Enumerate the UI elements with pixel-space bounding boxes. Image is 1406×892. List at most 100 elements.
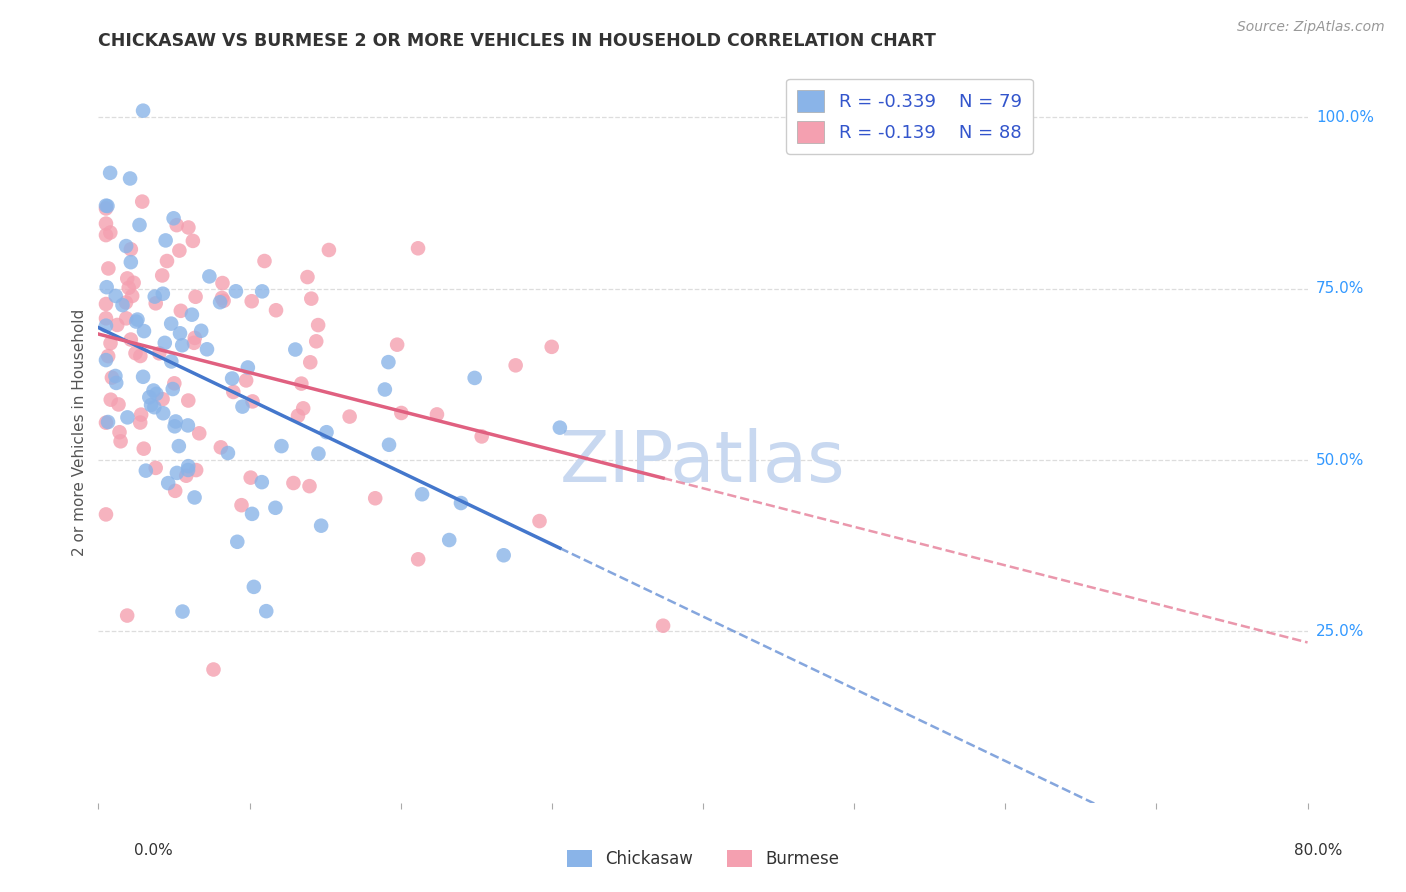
Point	[177, 463, 200, 477]
Point	[163, 419, 186, 434]
Point	[157, 476, 180, 491]
Point	[124, 346, 146, 360]
Point	[145, 386, 167, 401]
Point	[492, 548, 515, 562]
Point	[439, 533, 461, 547]
Point	[198, 269, 221, 284]
Point	[145, 461, 167, 475]
Point	[242, 394, 264, 409]
Point	[125, 315, 148, 329]
Point	[115, 295, 138, 310]
Point	[167, 439, 190, 453]
Point	[299, 355, 322, 369]
Legend: Chickasaw, Burmese: Chickasaw, Burmese	[561, 843, 845, 875]
Point	[529, 514, 551, 528]
Point	[120, 255, 142, 269]
Point	[190, 324, 212, 338]
Point	[139, 398, 162, 412]
Point	[94, 228, 117, 243]
Point	[94, 199, 117, 213]
Point	[174, 468, 197, 483]
Point	[100, 392, 122, 407]
Point	[231, 498, 253, 512]
Point	[104, 369, 127, 384]
Point	[181, 308, 204, 322]
Point	[364, 491, 387, 506]
Point	[169, 326, 191, 341]
Point	[94, 311, 117, 326]
Point	[378, 438, 401, 452]
Point	[152, 392, 174, 406]
Point	[243, 580, 266, 594]
Point	[104, 289, 127, 303]
Point	[129, 416, 152, 430]
Point	[540, 340, 562, 354]
Point	[121, 289, 143, 303]
Point	[152, 286, 174, 301]
Point	[374, 383, 396, 397]
Point	[94, 217, 117, 231]
Point	[250, 475, 273, 490]
Text: CHICKASAW VS BURMESE 2 OR MORE VEHICLES IN HOUSEHOLD CORRELATION CHART: CHICKASAW VS BURMESE 2 OR MORE VEHICLES …	[98, 32, 936, 50]
Point	[138, 390, 160, 404]
Text: 0.0%: 0.0%	[134, 843, 173, 858]
Text: Source: ZipAtlas.com: Source: ZipAtlas.com	[1237, 20, 1385, 34]
Point	[131, 194, 153, 209]
Point	[389, 406, 412, 420]
Point	[143, 401, 166, 415]
Point	[120, 171, 142, 186]
Point	[94, 318, 117, 333]
Point	[202, 663, 225, 677]
Point	[162, 211, 184, 226]
Point	[339, 409, 361, 424]
Point	[283, 476, 305, 491]
Point	[98, 226, 121, 240]
Point	[135, 464, 157, 478]
Point	[298, 479, 321, 493]
Point	[143, 290, 166, 304]
Text: 80.0%: 80.0%	[1295, 843, 1343, 858]
Point	[184, 331, 207, 345]
Point	[120, 333, 142, 347]
Point	[117, 410, 139, 425]
Point	[177, 418, 200, 433]
Text: 75.0%: 75.0%	[1316, 281, 1364, 296]
Point	[406, 552, 429, 566]
Point	[411, 487, 433, 501]
Point	[231, 400, 253, 414]
Point	[94, 353, 117, 368]
Point	[377, 355, 399, 369]
Point	[148, 346, 170, 360]
Point	[170, 303, 193, 318]
Point	[96, 280, 118, 294]
Point	[292, 401, 315, 416]
Point	[100, 336, 122, 351]
Point	[406, 241, 429, 255]
Point	[166, 466, 188, 480]
Point	[169, 244, 191, 258]
Point	[118, 281, 141, 295]
Point	[110, 434, 132, 449]
Point	[122, 276, 145, 290]
Point	[217, 446, 239, 460]
Point	[172, 338, 194, 352]
Point	[177, 393, 200, 408]
Point	[96, 199, 118, 213]
Text: 50.0%: 50.0%	[1316, 452, 1364, 467]
Point	[177, 459, 200, 474]
Point	[160, 317, 183, 331]
Point	[385, 337, 408, 351]
Point	[152, 406, 174, 420]
Point	[221, 371, 243, 385]
Point	[471, 429, 494, 443]
Point	[128, 218, 150, 232]
Point	[105, 376, 128, 390]
Point	[450, 496, 472, 510]
Point	[120, 242, 142, 256]
Point	[183, 335, 205, 350]
Point	[548, 420, 571, 434]
Point	[254, 604, 277, 618]
Point	[212, 293, 235, 308]
Y-axis label: 2 or more Vehicles in Household: 2 or more Vehicles in Household	[72, 309, 87, 557]
Point	[305, 334, 328, 349]
